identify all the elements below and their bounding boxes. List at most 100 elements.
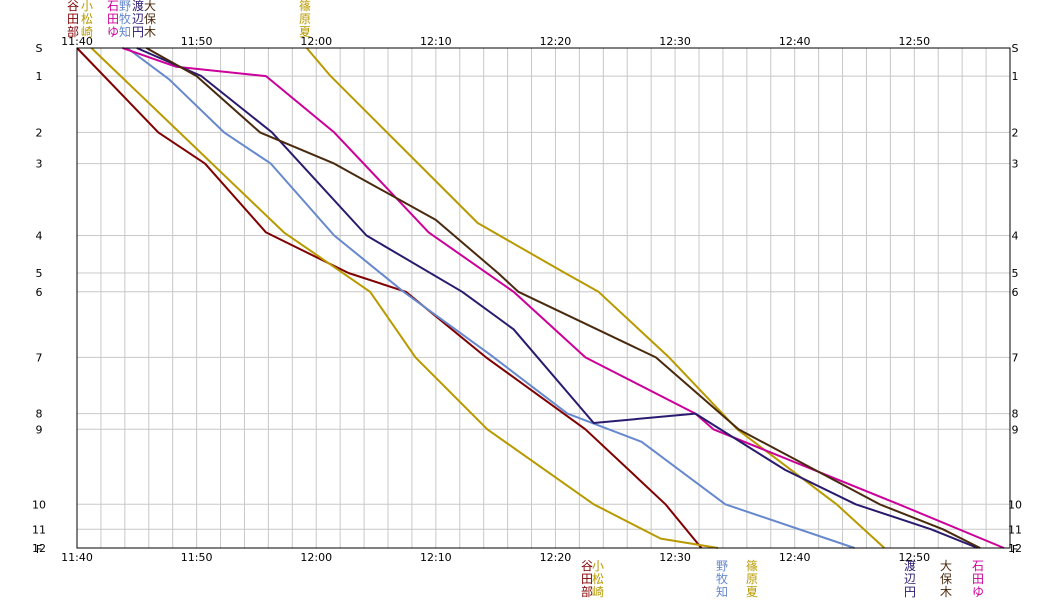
bottom-name-char: 田 (972, 572, 984, 586)
y-tick-label-right: 3 (1012, 158, 1019, 171)
bottom-name-char: 谷 (581, 559, 593, 573)
bottom-name-char: 渡 (904, 558, 916, 573)
x-tick-label-bottom: 12:20 (540, 551, 572, 564)
series-layer (76, 47, 1005, 549)
top-name-char: 石 (107, 0, 119, 13)
y-tick-label-left: 3 (36, 158, 43, 171)
y-tick-label-left: 6 (36, 286, 43, 299)
x-tick-label-top: 12:00 (300, 35, 332, 48)
series-line-6 (136, 47, 979, 549)
y-tick-label-right: S (1012, 42, 1019, 55)
bottom-name-char: 野 (716, 559, 728, 573)
bottom-name-char: 大 (940, 559, 952, 573)
y-tick-label-right: 7 (1012, 351, 1019, 364)
top-name-char: 渡 (132, 0, 144, 13)
top-name-char: 谷 (67, 0, 79, 13)
series-line-5 (122, 47, 1005, 549)
top-name-char: 牧 (119, 12, 131, 26)
y-tick-label-left: 12 (32, 542, 46, 555)
x-tick-label-bottom: 12:50 (898, 551, 930, 564)
y-tick-label-left: 1 (36, 70, 43, 83)
top-name-char: 木 (144, 25, 156, 39)
plot-frame (76, 47, 1011, 549)
bottom-name-char: 篠 (746, 558, 758, 573)
x-tick-label-bottom: 11:40 (61, 551, 93, 564)
y-tick-label-right: 6 (1012, 286, 1019, 299)
x-tick-label-top: 11:50 (181, 35, 213, 48)
top-name-char: 篠 (299, 0, 311, 13)
x-tick-label-top: 12:30 (659, 35, 691, 48)
bottom-name-char: 部 (581, 584, 593, 599)
y-tick-label-right: 4 (1012, 230, 1019, 243)
y-tick-label-left: 8 (36, 408, 43, 421)
bottom-name-char: ゆ (972, 585, 984, 599)
top-name-char: ゆ (107, 25, 119, 39)
bottom-name-char: 松 (592, 572, 604, 586)
y-tick-label-left: 9 (36, 423, 43, 436)
bottom-name-char: 夏 (746, 585, 758, 599)
top-name-char: 松 (81, 12, 93, 26)
y-tick-label-right: 8 (1012, 408, 1019, 421)
series-line-2 (90, 47, 719, 549)
y-tick-label-right: 2 (1012, 126, 1019, 139)
finish-label-left: F (36, 543, 42, 556)
bottom-name-char: 辺 (904, 572, 916, 586)
x-tick-label-bottom: 12:40 (779, 551, 811, 564)
x-tick-label-top: 12:10 (420, 35, 452, 48)
y-tick-label-right: 9 (1012, 423, 1019, 436)
bottom-name-char: 小 (592, 559, 604, 573)
x-tick-label-top: 11:40 (61, 35, 93, 48)
bottom-name-char: 牧 (716, 572, 728, 586)
series-line-4 (126, 47, 855, 549)
top-name-char: 田 (107, 12, 119, 26)
y-tick-label-left: S (36, 42, 43, 55)
y-tick-label-left: 5 (36, 267, 43, 280)
bottom-name-char: 石 (972, 559, 984, 573)
finish-label-right: F (1012, 543, 1018, 556)
x-tick-label-top: 12:20 (540, 35, 572, 48)
bottom-name-char: 崎 (592, 585, 604, 599)
top-name-char: 田 (67, 12, 79, 26)
y-tick-label-right: 5 (1012, 267, 1019, 280)
bottom-name-char: 知 (716, 585, 728, 599)
y-tick-label-right: 10 (1008, 498, 1022, 511)
bottom-name-char: 円 (904, 585, 916, 599)
top-name-char: 円 (132, 25, 144, 39)
bottom-name-char: 田 (581, 572, 593, 586)
x-tick-label-top: 12:40 (779, 35, 811, 48)
grid (76, 47, 1011, 549)
x-tick-label-bottom: 12:30 (659, 551, 691, 564)
y-tick-label-right: 1 (1012, 70, 1019, 83)
y-tick-label-left: 10 (32, 498, 46, 511)
x-tick-label-top: 12:50 (898, 35, 930, 48)
y-tick-label-right: 12 (1008, 542, 1022, 555)
plot-border (76, 47, 1011, 549)
x-tick-label-bottom: 12:10 (420, 551, 452, 564)
bottom-name-char: 原 (746, 572, 758, 586)
top-name-char: 夏 (299, 25, 311, 39)
y-tick-label-left: 2 (36, 126, 43, 139)
top-name-char: 保 (144, 12, 156, 26)
top-name-char: 知 (119, 25, 131, 39)
top-name-char: 辺 (132, 12, 144, 26)
y-tick-label-left: 7 (36, 351, 43, 364)
series-line-3 (305, 47, 886, 549)
x-tick-label-bottom: 11:50 (181, 551, 213, 564)
y-tick-label-right: 11 (1008, 523, 1022, 536)
top-name-char: 野 (119, 0, 131, 13)
y-tick-label-left: 4 (36, 230, 43, 243)
bottom-name-char: 木 (940, 585, 952, 599)
top-name-char: 原 (299, 12, 311, 26)
top-name-char: 大 (144, 0, 156, 13)
x-tick-label-bottom: 12:00 (300, 551, 332, 564)
series-line-1 (76, 47, 703, 549)
top-name-char: 崎 (81, 25, 93, 39)
y-tick-label-left: 11 (32, 523, 46, 536)
bottom-name-char: 保 (940, 572, 952, 586)
top-name-char: 部 (67, 24, 79, 39)
x-axis-ticks: 11:40 11:40 11:50 11:50 12:00 12:00 12:10 12:10… (61, 35, 930, 564)
